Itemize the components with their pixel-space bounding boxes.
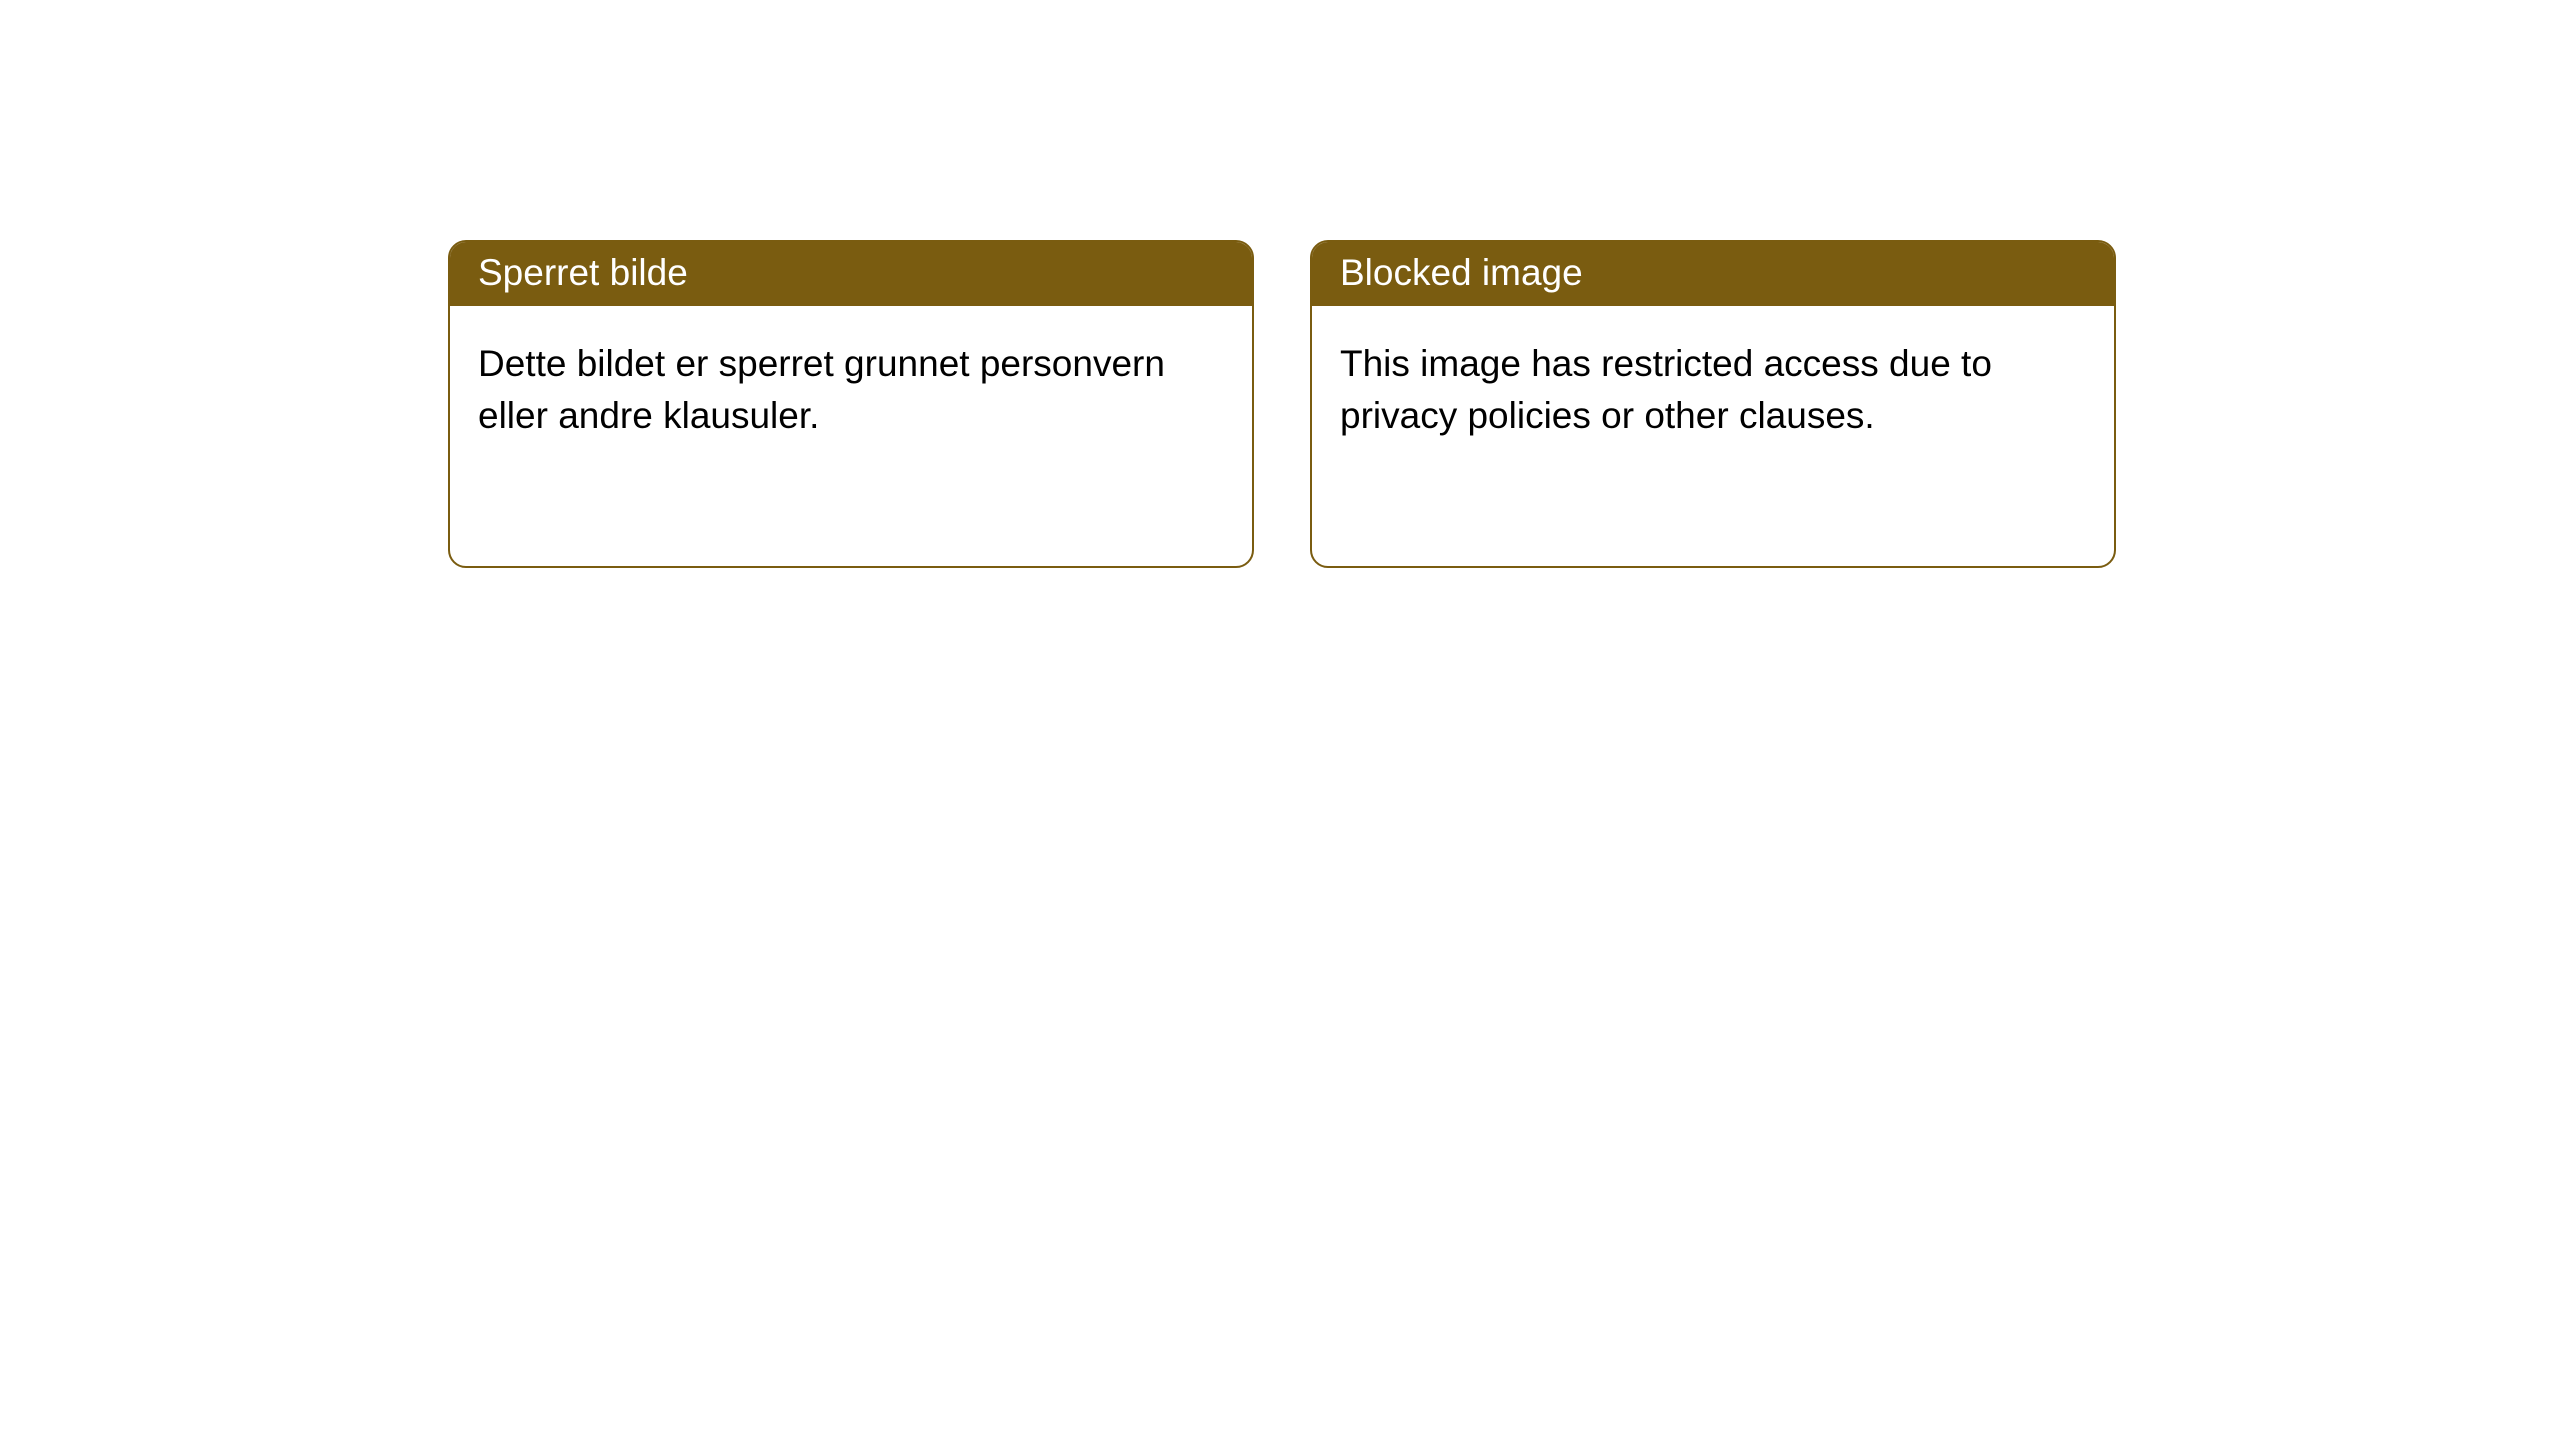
notice-body: Dette bildet er sperret grunnet personve… — [450, 306, 1252, 566]
notice-title: Sperret bilde — [450, 242, 1252, 306]
notice-container: Sperret bilde Dette bildet er sperret gr… — [0, 0, 2560, 568]
notice-title: Blocked image — [1312, 242, 2114, 306]
notice-card-norwegian: Sperret bilde Dette bildet er sperret gr… — [448, 240, 1254, 568]
notice-card-english: Blocked image This image has restricted … — [1310, 240, 2116, 568]
notice-body: This image has restricted access due to … — [1312, 306, 2114, 566]
